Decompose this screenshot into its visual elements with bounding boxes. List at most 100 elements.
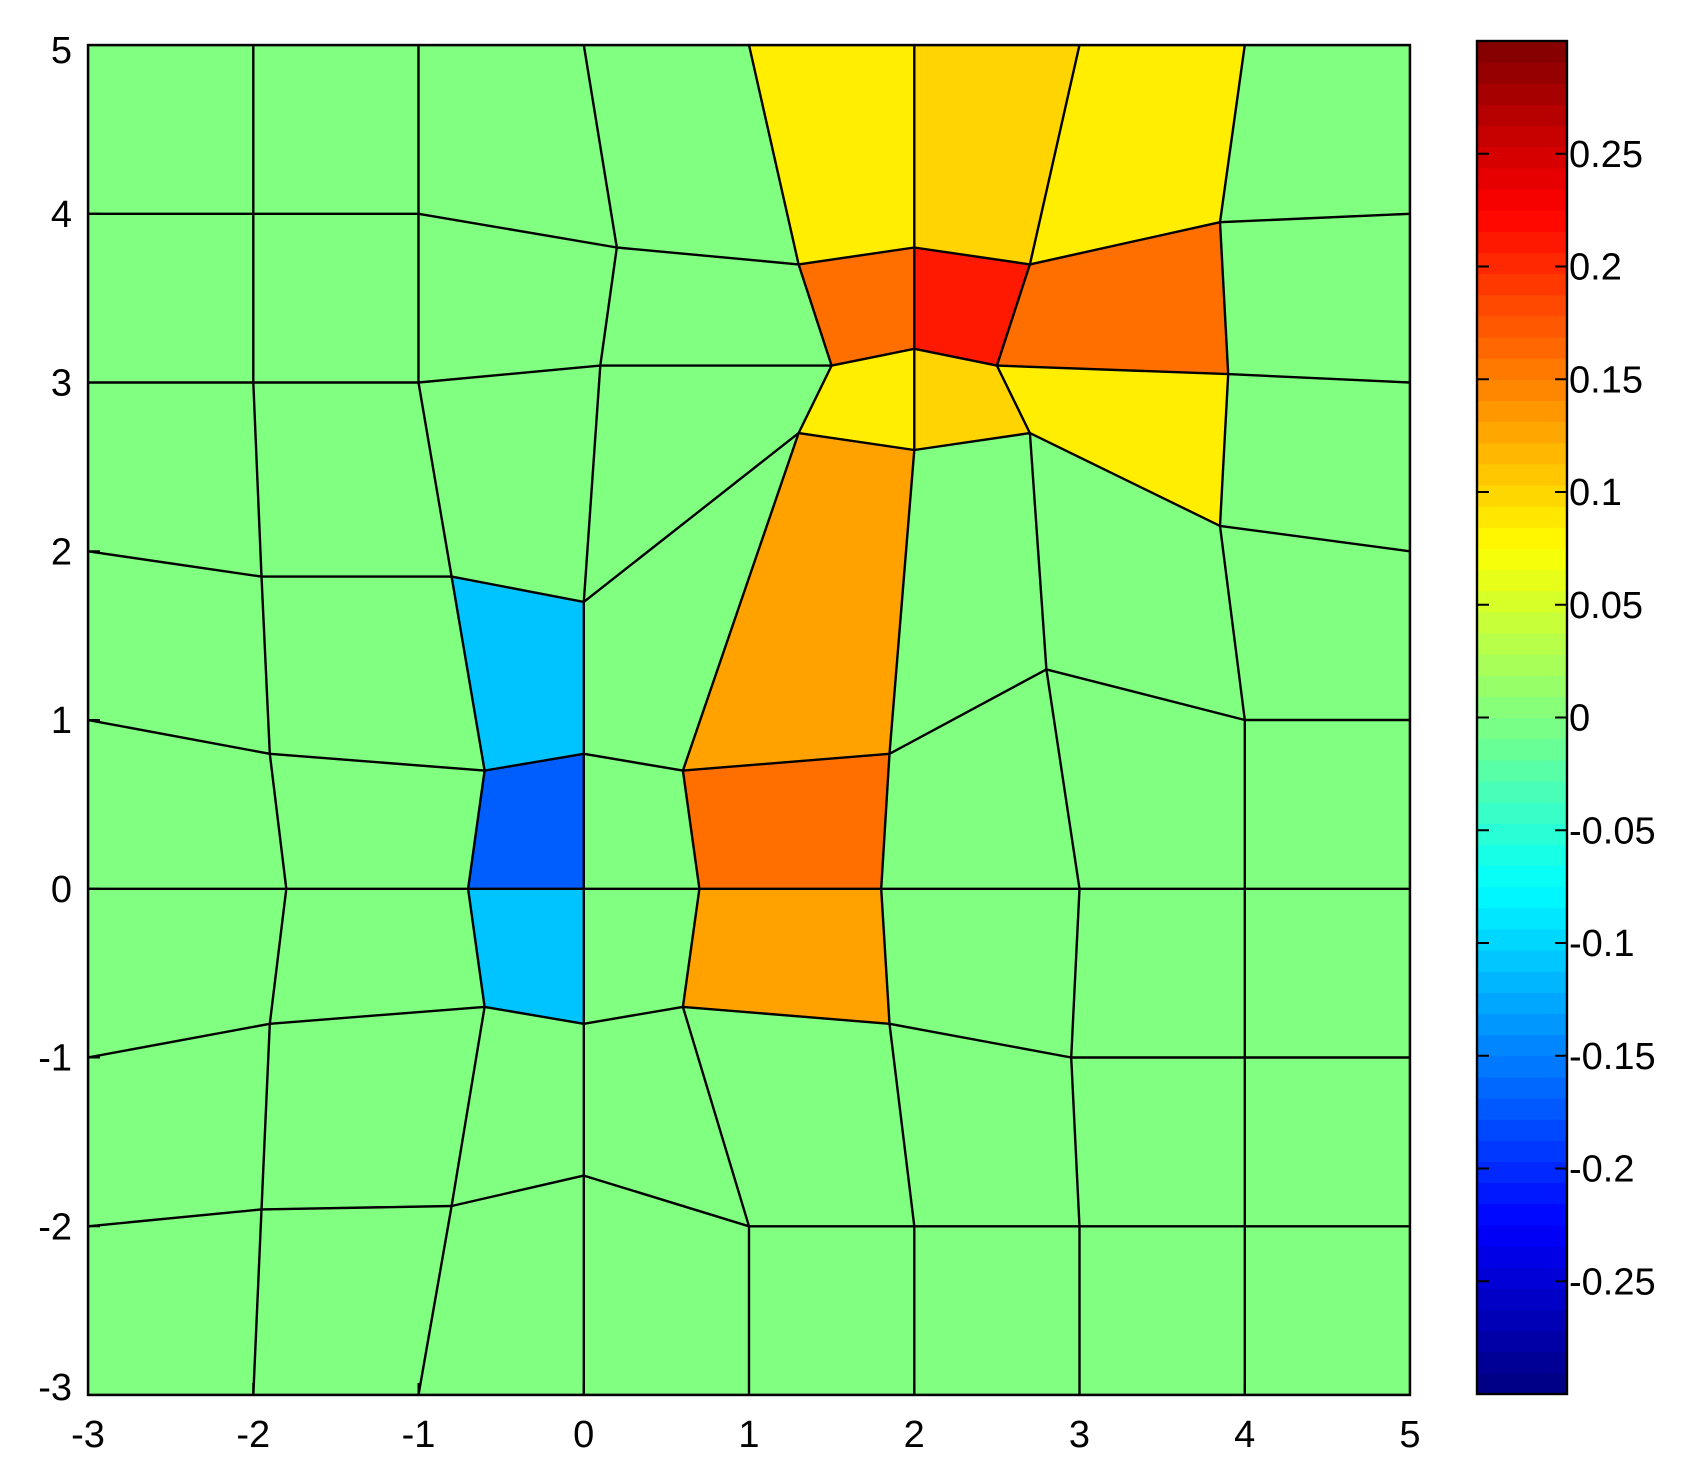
- y-tick-label: -2: [38, 1206, 72, 1248]
- colorbar-band: [1477, 1267, 1567, 1289]
- colorbar-band: [1477, 971, 1567, 993]
- colorbar-band: [1477, 506, 1567, 528]
- heatmap-cell: [1070, 888, 1246, 1058]
- colorbar-band: [1477, 1351, 1567, 1374]
- heatmap-cell: [1244, 888, 1410, 1058]
- colorbar-band: [1477, 1288, 1567, 1311]
- mesh-line-vertical: [582, 45, 618, 1395]
- heatmap-cell: [467, 888, 585, 1025]
- colorbar-band: [1477, 802, 1567, 824]
- colorbar-band: [1477, 379, 1567, 401]
- heatmap-cell: [913, 1225, 1080, 1395]
- colorbar-tick-label: 0.25: [1569, 134, 1643, 176]
- heatmap-cell: [1219, 45, 1410, 223]
- colorbar-band: [1477, 1203, 1567, 1226]
- colorbar-band: [1477, 104, 1567, 127]
- x-tick-label: 0: [573, 1414, 594, 1456]
- x-tick-label: -3: [71, 1414, 105, 1456]
- y-tick-label: 5: [51, 30, 72, 72]
- colorbar-band: [1477, 907, 1567, 930]
- colorbar-band: [1477, 1309, 1567, 1332]
- colorbar-band: [1477, 1055, 1567, 1078]
- colorbar-tick-label: -0.15: [1569, 1036, 1656, 1078]
- x-tick-label: 5: [1399, 1414, 1420, 1456]
- heatmap-cell: [583, 753, 700, 890]
- heatmap-cell: [1244, 1057, 1410, 1227]
- colorbar-tick-label: 0.05: [1569, 585, 1643, 627]
- colorbar-band: [1477, 654, 1567, 676]
- heatmap-cell: [1070, 1057, 1246, 1227]
- mesh-line-vertical: [880, 45, 916, 1395]
- colorbar-band: [1477, 759, 1567, 782]
- colorbar: 0.25 0.2 0.15 0.1 0.05 0 -0.05 -0.1 -0.15 -0.2 -0.…: [1475, 39, 1656, 1396]
- colorbar-ticks: 0.25 0.2 0.15 0.1 0.05 0 -0.05 -0.1 -0.15 -0.2 -0.…: [1477, 134, 1656, 1303]
- colorbar-band: [1477, 315, 1567, 338]
- colorbar-bands: [1477, 41, 1567, 1395]
- colorbar-band: [1477, 252, 1567, 275]
- colorbar-tick-label: -0.05: [1569, 810, 1656, 852]
- y-axis: -3 -2 -1 0 1 2 3 4 5: [38, 30, 100, 1409]
- heatmap-cell: [252, 382, 453, 577]
- heatmap-cell: [1079, 1225, 1246, 1395]
- heatmap-cell: [88, 213, 254, 383]
- y-tick-label: 2: [51, 531, 72, 573]
- y-tick-label: 0: [51, 869, 72, 911]
- colorbar-band: [1477, 125, 1567, 148]
- y-tick-label: -3: [38, 1367, 72, 1409]
- heatmap-cell: [583, 888, 700, 1025]
- colorbar-band: [1477, 569, 1567, 592]
- heatmap-cell: [682, 753, 890, 890]
- heatmap-cell: [261, 576, 486, 772]
- heatmap-cell: [261, 1006, 486, 1210]
- x-axis: -3 -2 -1 0 1 2 3 4 5: [71, 1383, 1421, 1456]
- x-tick-label: 1: [738, 1414, 759, 1456]
- colorbar-band: [1477, 83, 1567, 106]
- heatmap-cell: [682, 888, 890, 1025]
- colorbar-band: [1477, 717, 1567, 740]
- heatmap-cells: [88, 45, 1410, 1395]
- mesh-line-vertical: [1218, 45, 1247, 1395]
- colorbar-band: [1477, 527, 1567, 549]
- heatmap-cell: [1219, 213, 1410, 383]
- colorbar-band: [1477, 1034, 1567, 1057]
- colorbar-band: [1477, 1076, 1567, 1099]
- colorbar-band: [1477, 442, 1567, 465]
- colorbar-band: [1477, 1140, 1567, 1163]
- colorbar-band: [1477, 484, 1567, 507]
- colorbar-band: [1477, 823, 1567, 845]
- colorbar-band: [1477, 41, 1567, 63]
- colorbar-tick-label: 0.15: [1569, 359, 1643, 401]
- colorbar-band: [1477, 146, 1567, 169]
- colorbar-band: [1477, 463, 1567, 486]
- mesh-line-vertical: [995, 45, 1081, 1395]
- colorbar-band: [1477, 273, 1567, 296]
- x-tick-label: -2: [236, 1414, 270, 1456]
- colorbar-band: [1477, 1098, 1567, 1120]
- heatmap-cell: [88, 1208, 262, 1395]
- colorbar-band: [1477, 421, 1567, 444]
- colorbar-band: [1477, 336, 1567, 359]
- colorbar-band: [1477, 928, 1567, 951]
- y-tick-label: 4: [51, 194, 72, 236]
- colorbar-band: [1477, 548, 1567, 571]
- heatmap-cell: [269, 753, 486, 890]
- heatmap-cell: [88, 382, 262, 578]
- plot-area: [86, 43, 1412, 1397]
- colorbar-band: [1477, 611, 1567, 634]
- colorbar-band: [1477, 1119, 1567, 1141]
- colorbar-band: [1477, 632, 1567, 655]
- heatmap-cell: [1244, 1225, 1410, 1395]
- colorbar-band: [1477, 992, 1567, 1015]
- x-tick-label: 4: [1234, 1414, 1255, 1456]
- colorbar-tick-label: 0.1: [1569, 472, 1622, 514]
- heatmap-cell: [252, 45, 419, 215]
- colorbar-band: [1477, 844, 1567, 867]
- colorbar-band: [1477, 950, 1567, 972]
- colorbar-band: [1477, 167, 1567, 190]
- colorbar-band: [1477, 1330, 1567, 1353]
- colorbar-tick-label: -0.25: [1569, 1261, 1656, 1303]
- colorbar-band: [1477, 780, 1567, 803]
- colorbar-band: [1477, 358, 1567, 380]
- heatmap-cell: [252, 1205, 453, 1395]
